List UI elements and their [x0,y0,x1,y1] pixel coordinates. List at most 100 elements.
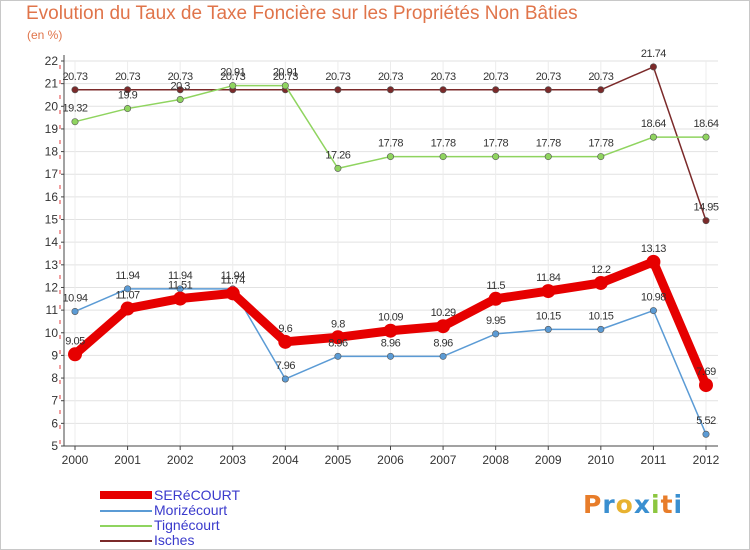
data-point [544,86,552,94]
unit-label: (en %) [27,28,63,42]
x-tick-label: 2008 [482,453,509,467]
y-tick-label: 20 [45,99,59,113]
data-point [71,118,79,126]
data-label: 21.74 [641,48,666,60]
data-point [68,347,82,362]
legend-label-tignecourt: Tignécourt [154,517,220,533]
legend-label-serecourt: SERéCOURT [154,487,241,503]
data-label: 9.6 [278,323,292,335]
y-tick-label: 12 [45,280,59,294]
x-tick-label: 2003 [219,453,246,467]
data-label: 20.73 [273,71,298,83]
data-point [124,86,132,94]
y-tick-label: 6 [51,416,58,430]
data-point [597,325,605,333]
y-tick-label: 22 [45,54,59,68]
data-point [649,307,657,315]
data-point [176,96,184,104]
x-tick-label: 2002 [167,453,194,467]
data-point [702,430,710,438]
y-axis-ticks: 5 6 7 8 9 10 11 12 13 14 15 16 17 18 19 20 21 22 [45,54,64,453]
data-point [439,352,447,360]
y-tick-label: 8 [51,371,58,385]
y-tick-label: 13 [45,258,59,272]
data-point [492,153,500,161]
data-point [120,301,135,316]
data-label: 20.73 [536,71,561,83]
legend-label-morizecourt: Morizécourt [154,502,228,518]
data-point [334,164,342,172]
data-label: 14.95 [693,202,718,214]
data-point [593,275,608,290]
legend-swatch-isches [100,540,152,542]
data-label: 20.91 [273,67,298,79]
data-label: 12.2 [591,264,611,276]
data-point [278,334,293,349]
x-tick-label: 2006 [377,453,404,467]
data-label: 10.15 [588,310,613,322]
data-label: 10.15 [536,310,561,322]
data-label: 18.64 [641,118,666,130]
data-label: 9.8 [331,318,345,330]
legend-label-isches: Isches [154,532,195,548]
data-point [334,352,342,360]
y-tick-label: 21 [45,77,59,91]
data-label: 17.78 [378,138,403,150]
data-point [225,286,240,301]
data-point [597,153,605,161]
data-point [436,319,451,334]
data-label: 10.09 [378,312,403,324]
data-point [71,307,79,315]
data-label: 17.26 [325,149,350,161]
x-tick-label: 2004 [272,453,299,467]
logo-letter: t [660,490,674,519]
data-point [173,291,188,306]
x-tick-label: 2011 [641,453,667,467]
data-point [229,82,237,90]
y-tick-label: 15 [45,213,59,227]
data-label: 17.78 [588,138,613,150]
y-tick-label: 11 [46,303,59,317]
data-label: 13.13 [641,243,666,255]
x-tick-label: 2012 [693,453,720,467]
data-point [176,86,184,94]
x-tick-label: 2010 [587,453,614,467]
data-label: 20.73 [62,71,87,83]
data-label: 7.69 [696,366,716,378]
data-label: 19.32 [62,103,87,115]
data-point [488,291,503,306]
data-label: 10.94 [62,292,87,304]
x-tick-label: 2007 [430,453,457,467]
y-tick-label: 5 [51,439,58,453]
logo-letter: P [583,490,603,519]
y-tick-label: 9 [51,348,58,362]
series-layer [68,63,713,438]
data-labels: 20.73 20.73 20.73 20.73 20.73 20.73 20.73 20.73… [62,48,719,427]
chart-title: Evolution du Taux de Taxe Foncière sur l… [26,3,578,24]
data-label: 11.94 [115,270,140,282]
data-label: 20.3 [170,81,190,93]
data-point [281,82,289,90]
data-label: 10.98 [641,292,666,304]
y-tick-label: 18 [45,145,59,159]
data-point [544,153,552,161]
data-label: 11.94 [221,270,246,282]
data-label: 11.74 [221,274,246,286]
data-label: 11.51 [168,280,193,292]
data-label: 11.07 [115,290,140,302]
logo-letter: o [615,490,634,519]
data-label: 11.94 [168,270,193,282]
y-tick-label: 7 [51,394,58,408]
x-tick-label: 2009 [535,453,562,467]
y-tick-label: 10 [45,326,59,340]
data-label: 20.73 [431,71,456,83]
data-point [386,86,394,94]
data-point [281,375,289,383]
y-tick-label: 19 [45,122,59,136]
legend-swatch-serecourt [100,491,152,499]
legend-swatch-morizecourt [100,510,152,512]
data-label: 20.73 [378,71,403,83]
data-point [597,86,605,94]
data-point [439,86,447,94]
data-point [330,330,345,345]
